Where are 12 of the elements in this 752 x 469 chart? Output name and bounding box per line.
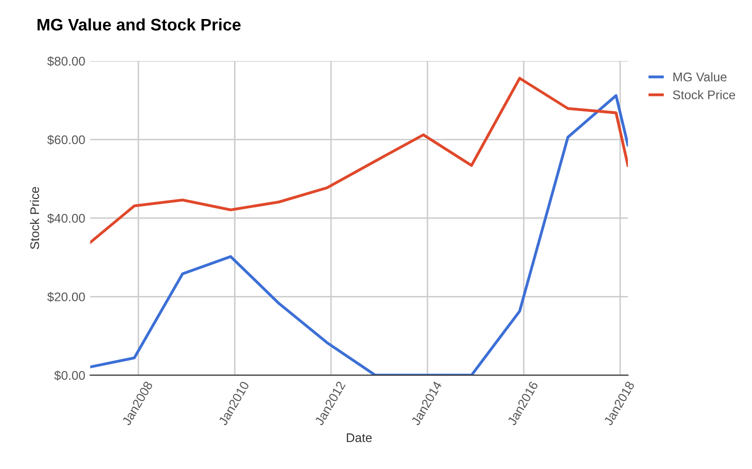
chart-title: MG Value and Stock Price [38, 18, 241, 31]
line-series [90, 76, 628, 244]
y-tick-label: $60.00 [47, 134, 85, 145]
line-series [90, 94, 628, 376]
legend-label: MG Value [673, 72, 727, 82]
y-tick-label: $80.00 [47, 56, 85, 66]
y-axis-title: Stock Price [30, 187, 40, 250]
y-tick-label: $40.00 [47, 213, 85, 224]
y-tick-label: $0.00 [54, 370, 85, 381]
legend-label: Stock Price [672, 90, 736, 100]
x-axis-title: Date [346, 433, 372, 442]
y-tick-label: $20.00 [47, 292, 85, 302]
